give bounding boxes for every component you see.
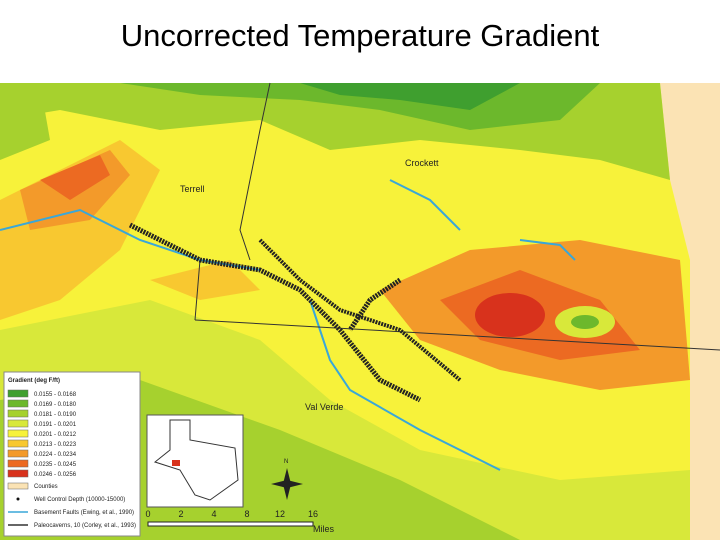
scale-label: 0 xyxy=(145,509,150,519)
legend-symbol xyxy=(16,497,20,501)
legend-swatch xyxy=(7,449,29,458)
scale-label: 12 xyxy=(275,509,285,519)
legend-label: Counties xyxy=(34,484,58,490)
scale-label: 2 xyxy=(178,509,183,519)
legend: Gradient (deg F/ft) 0.0155 - 0.0168 0.016… xyxy=(3,371,141,537)
legend-label: Basement Faults (Ewing, et al., 1990) xyxy=(34,510,134,516)
north-label: N xyxy=(284,459,288,465)
scale-label: 4 xyxy=(211,509,216,519)
legend-label: 0.0201 - 0.0212 xyxy=(34,432,77,438)
legend-swatch xyxy=(7,389,29,398)
county-label: Val Verde xyxy=(305,402,343,412)
legend-label: 0.0181 - 0.0190 xyxy=(34,412,77,418)
legend-label: 0.0155 - 0.0168 xyxy=(34,392,77,398)
inset-map xyxy=(146,414,244,508)
legend-label: Paleocaverns, 10 (Corley, et al., 1993) xyxy=(34,523,136,529)
county-label: Crockett xyxy=(405,158,439,168)
scale-label: 16 xyxy=(308,509,318,519)
slide-title: Uncorrected Temperature Gradient xyxy=(120,18,600,53)
legend-swatch xyxy=(7,409,29,418)
legend-label: Well Control Depth (10000-15000) xyxy=(34,497,125,503)
scale-label: 8 xyxy=(244,509,249,519)
scale-unit: Miles xyxy=(313,524,335,534)
legend-label: 0.0191 - 0.0201 xyxy=(34,422,77,428)
legend-label: 0.0224 - 0.0234 xyxy=(34,452,77,458)
legend-swatch xyxy=(7,399,29,408)
legend-swatch xyxy=(7,459,29,468)
legend-swatch xyxy=(7,439,29,448)
county-label: Terrell xyxy=(180,184,205,194)
legend-title: Gradient (deg F/ft) xyxy=(8,378,60,384)
legend-label: 0.0213 - 0.0223 xyxy=(34,442,77,448)
legend-swatch xyxy=(7,469,29,478)
legend-symbol xyxy=(7,482,29,490)
scale-bar: 0 2 4 8 12 16 Miles xyxy=(145,509,334,534)
legend-swatch xyxy=(7,419,29,428)
legend-label: 0.0169 - 0.0180 xyxy=(34,402,77,408)
legend-label: 0.0235 - 0.0245 xyxy=(34,462,77,468)
north-arrow: N xyxy=(271,459,303,500)
legend-label: 0.0246 - 0.0256 xyxy=(34,472,77,478)
legend-swatch xyxy=(7,429,29,438)
